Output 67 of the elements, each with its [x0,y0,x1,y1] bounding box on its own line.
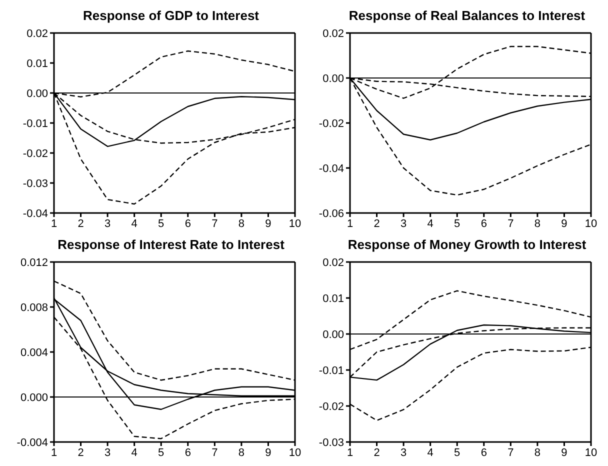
y-tick-label: 0.00 [26,88,48,100]
y-tick-label: -0.03 [318,436,344,449]
y-tick-label: -0.02 [318,400,344,413]
x-tick-label: 8 [534,218,541,230]
x-tick-label: 7 [212,446,218,459]
x-tick-label: 7 [212,218,218,230]
y-tick-label: 0.008 [20,302,48,314]
x-tick-label: 7 [508,218,514,230]
x-tick-label: 4 [427,218,434,230]
x-tick-label: 2 [78,446,84,459]
y-tick-label: 0.00 [322,328,344,341]
x-tick-label: 10 [584,218,598,230]
x-tick-label: 6 [184,218,191,230]
x-tick-label: 7 [508,446,514,459]
x-tick-label: 2 [374,218,380,230]
chart-title: Response of Money Growth to Interest [346,237,588,254]
y-tick-label: 0.02 [322,256,344,269]
x-tick-label: 1 [50,218,58,230]
x-tick-label: 1 [50,446,58,459]
x-tick-label: 9 [265,446,272,459]
x-tick-label: 4 [427,446,434,459]
y-tick-label: -0.04 [318,162,344,175]
x-tick-label: 1 [346,218,354,230]
y-tick-label: -0.06 [318,208,344,220]
x-tick-label: 10 [288,446,302,459]
x-tick-label: 3 [400,446,407,459]
x-tick-label: 9 [265,218,272,230]
x-tick-label: 1 [346,446,354,459]
x-tick-label: 3 [104,446,111,459]
x-tick-label: 5 [158,446,164,459]
x-tick-label: 5 [454,446,460,459]
chart-title: Response of GDP to Interest [82,8,260,25]
x-tick-label: 3 [400,218,407,230]
x-tick-label: 8 [238,446,245,459]
y-tick-label: -0.004 [16,436,48,449]
y-tick-label: 0.00 [322,72,344,85]
y-tick-label: -0.01 [318,364,344,377]
y-tick-label: 0.012 [20,256,48,269]
y-tick-label: 0.02 [26,28,48,40]
y-tick-label: 0.004 [20,346,48,359]
x-tick-label: 6 [184,446,191,459]
y-tick-label: -0.01 [22,118,48,130]
x-tick-label: 4 [131,446,138,459]
x-tick-label: 6 [480,218,487,230]
x-tick-label: 10 [288,218,302,230]
x-tick-label: 3 [104,218,111,230]
x-tick-label: 6 [480,446,487,459]
x-tick-label: 8 [238,218,245,230]
chart-title: Response of Interest Rate to Interest [56,237,286,254]
x-tick-label: 5 [454,218,460,230]
x-tick-label: 9 [561,446,568,459]
y-tick-label: -0.04 [22,208,48,220]
y-tick-label: -0.02 [318,118,344,130]
x-tick-label: 4 [131,218,138,230]
y-tick-label: -0.03 [22,178,48,190]
x-tick-label: 2 [78,218,84,230]
x-tick-label: 2 [374,446,380,459]
x-tick-label: 8 [534,446,541,459]
y-tick-label: 0.000 [20,392,48,404]
y-tick-label: 0.02 [322,28,344,40]
x-tick-label: 9 [561,218,568,230]
x-tick-label: 10 [584,446,598,459]
chart-title: Response of Real Balances to Interest [348,8,586,25]
y-tick-label: -0.02 [22,148,48,160]
x-tick-label: 5 [158,218,164,230]
y-tick-label: 0.01 [26,58,48,70]
y-tick-label: 0.01 [322,292,344,305]
